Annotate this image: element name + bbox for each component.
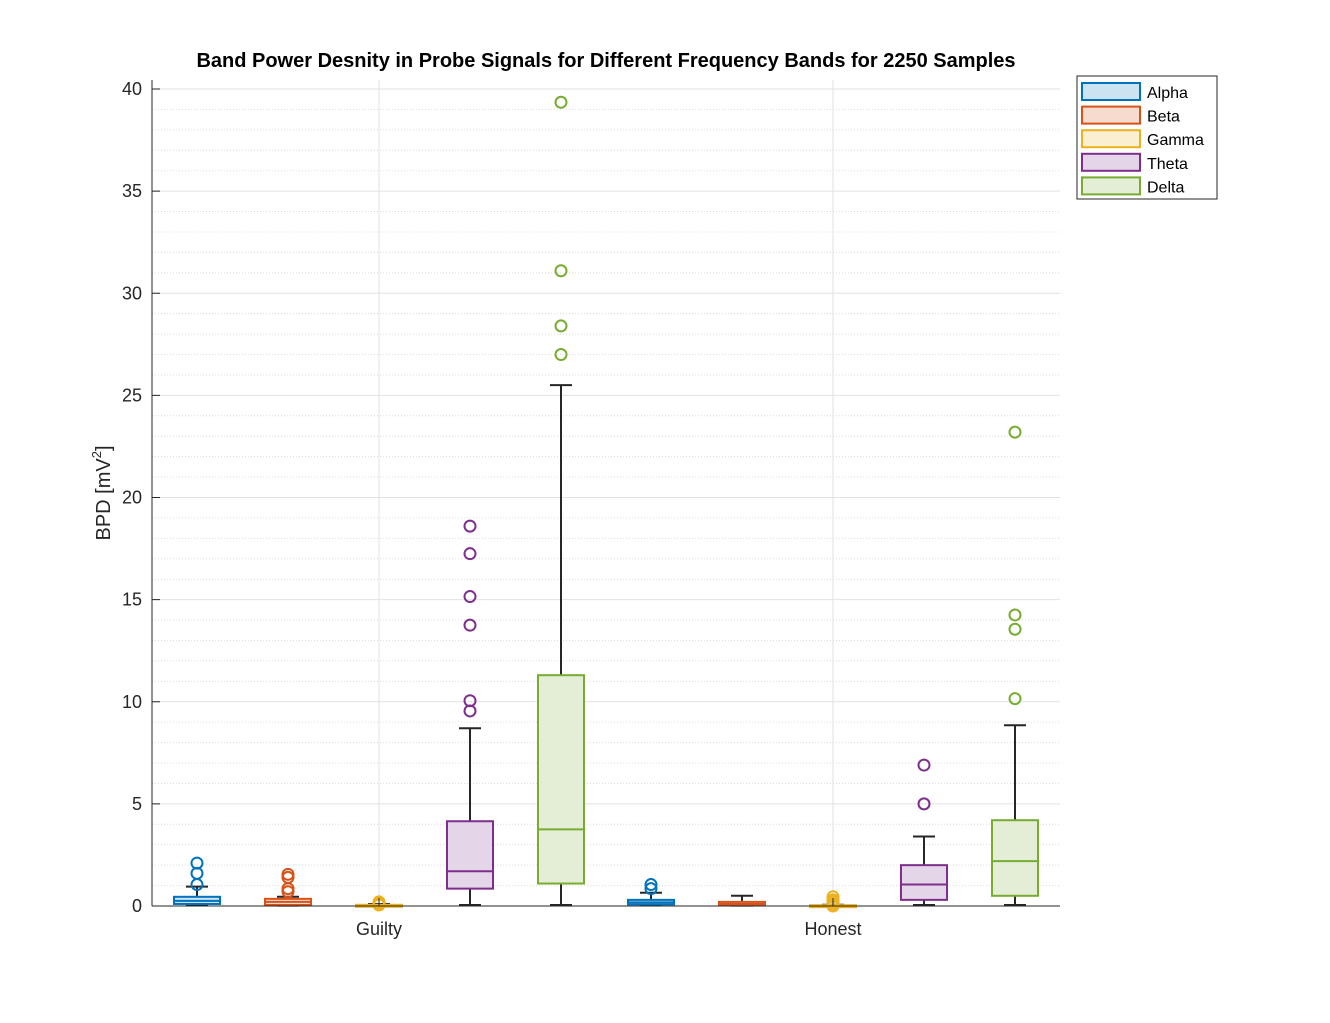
legend-item-delta: Delta: [1081, 176, 1184, 196]
grid-layer: [152, 80, 1060, 906]
legend-label: Gamma: [1147, 132, 1204, 149]
outlier-point: [1008, 622, 1022, 636]
legend-swatch: [1081, 129, 1141, 149]
box-layer: [173, 95, 1039, 913]
legend-swatch: [1081, 152, 1141, 172]
box-iqr: [900, 864, 948, 901]
axes-layer: 0 5 10 15 20 25 30 35 40 Guilty Honest: [122, 79, 1060, 939]
y-tick-label: 40: [122, 79, 142, 99]
outlier-point: [1008, 425, 1022, 439]
outlier-point: [463, 590, 477, 604]
outlier-point: [281, 867, 295, 881]
legend-swatch: [1081, 82, 1141, 101]
box-iqr: [991, 819, 1039, 897]
chart-title: Band Power Desnity in Probe Signals for …: [196, 50, 1015, 72]
legend-label: Delta: [1147, 179, 1184, 196]
box-beta-honest: [718, 894, 766, 907]
y-axis-label-close: ]: [93, 445, 115, 451]
y-axis-label-main: BPD [mV: [93, 458, 115, 541]
y-axis-label: BPD [mV2]: [89, 445, 115, 540]
y-tick-label: 35: [122, 181, 142, 201]
y-tick-label: 25: [122, 385, 142, 405]
x-tick-label-guilty: Guilty: [356, 919, 402, 939]
y-tick-label: 30: [122, 283, 142, 303]
box-delta-honest: [991, 425, 1039, 906]
box-iqr: [537, 674, 585, 885]
box-iqr: [446, 820, 494, 890]
legend-item-gamma: Gamma: [1081, 129, 1204, 149]
legend-label: Theta: [1147, 156, 1188, 173]
outlier-point: [1008, 692, 1022, 706]
box-delta-guilty: [537, 95, 585, 906]
y-tick-label: 10: [122, 692, 142, 712]
box-theta-honest: [900, 758, 948, 906]
outlier-point: [372, 895, 386, 909]
outlier-point: [463, 618, 477, 632]
legend: Alpha Beta Gamma Theta Delta: [1076, 75, 1218, 200]
x-tick-label-honest: Honest: [804, 919, 861, 939]
outlier-point: [1008, 608, 1022, 622]
outlier-point: [190, 856, 204, 870]
legend-item-alpha: Alpha: [1081, 82, 1188, 102]
y-tick-label: 0: [132, 896, 142, 916]
outlier-point: [644, 878, 658, 892]
outlier-point: [554, 319, 568, 333]
legend-item-beta: Beta: [1081, 105, 1180, 126]
y-axis-label-superscript: 2: [89, 451, 104, 458]
outlier-point: [463, 519, 477, 533]
outlier-point: [644, 882, 658, 896]
box-theta-guilty: [446, 519, 494, 906]
box-alpha-guilty: [173, 856, 221, 906]
y-tick-label: 20: [122, 488, 142, 508]
legend-item-theta: Theta: [1081, 152, 1188, 173]
outlier-point: [554, 264, 568, 278]
outlier-point: [554, 95, 568, 109]
outlier-point: [463, 694, 477, 708]
y-tick-label: 5: [132, 794, 142, 814]
legend-label: Alpha: [1147, 85, 1188, 102]
outlier-point: [554, 348, 568, 362]
outlier-point: [917, 797, 931, 811]
outlier-point: [463, 547, 477, 561]
y-tick-label: 15: [122, 590, 142, 610]
legend-swatch: [1081, 176, 1141, 196]
legend-swatch: [1081, 105, 1141, 125]
box-alpha-honest: [627, 878, 675, 906]
box-beta-guilty: [264, 867, 312, 907]
legend-label: Beta: [1147, 109, 1180, 126]
outlier-point: [917, 758, 931, 772]
